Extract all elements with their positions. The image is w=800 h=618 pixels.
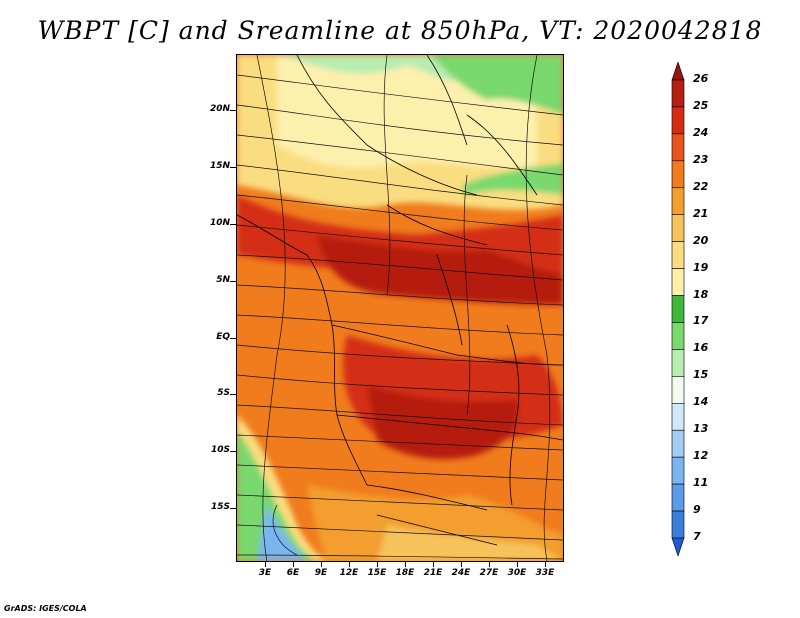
colorbar-arrow-top (671, 62, 685, 81)
grads-credit: GrADS: IGES/COLA (4, 604, 87, 613)
y-label-5s: 5S (217, 388, 230, 398)
y-label-10n: 10N (209, 218, 230, 228)
x-tick (265, 562, 266, 567)
colorbar-bin (671, 376, 685, 404)
x-label-6e: 6E (286, 568, 300, 578)
colorbar-bin (671, 510, 685, 539)
east-green-patch (463, 163, 563, 195)
x-tick (377, 562, 378, 567)
x-tick (349, 562, 350, 567)
x-tick (405, 562, 406, 567)
colorbar-bin (671, 133, 685, 162)
colorbar-bin (671, 402, 685, 431)
x-tick (517, 562, 518, 567)
colorbar-label: 26 (693, 72, 709, 85)
y-tick (230, 167, 236, 168)
southwest-green (237, 430, 317, 561)
colorbar-label: 13 (693, 422, 709, 436)
x-label-18e: 18E (395, 568, 415, 578)
colorbar-label: 14 (693, 395, 709, 409)
x-label-27e: 27E (479, 568, 499, 578)
colorbar-label: 24 (693, 125, 709, 139)
y-tick (230, 110, 236, 111)
y-label-10s: 10S (210, 445, 230, 455)
y-label-eq: EQ (216, 332, 230, 342)
y-tick (230, 281, 236, 282)
y-label-15n: 15N (209, 161, 230, 171)
y-tick (230, 224, 236, 225)
colorbar-label: 20 (693, 233, 709, 247)
x-label-3e: 3E (258, 568, 272, 578)
colorbar-bin (671, 79, 685, 108)
colorbar-label: 7 (693, 530, 701, 543)
colorbar-label: 15 (693, 368, 709, 382)
streamlines (237, 55, 563, 561)
x-tick (321, 562, 322, 567)
x-tick (489, 562, 490, 567)
colorbar-arrow-bottom (671, 537, 685, 556)
colorbar-label: 22 (693, 179, 709, 193)
colorbar-label: 17 (693, 314, 709, 328)
colorbar-bin (671, 187, 685, 216)
colorbar-label: 16 (693, 341, 709, 355)
x-tick (461, 562, 462, 567)
y-label-20n: 20N (209, 104, 230, 114)
colorbar-bin (671, 456, 685, 485)
x-label-9e: 9E (314, 568, 328, 578)
x-label-24e: 24E (451, 568, 471, 578)
colorbar-bin (671, 483, 685, 512)
colorbar-bin (671, 241, 685, 269)
colorbar-label: 18 (693, 287, 709, 301)
x-label-30e: 30E (507, 568, 527, 578)
colorbar-bin (671, 429, 685, 458)
x-label-21e: 21E (423, 568, 443, 578)
x-tick (293, 562, 294, 567)
colorbar-label: 12 (693, 449, 709, 463)
colorbar-bin (671, 322, 685, 350)
colorbar-label: 9 (693, 503, 701, 517)
colorbar-label: 25 (693, 98, 709, 112)
x-tick (433, 562, 434, 567)
x-tick (545, 562, 546, 567)
x-label-12e: 12E (339, 568, 359, 578)
colorbar-label: 19 (693, 260, 709, 274)
colorbar-bin (671, 268, 685, 296)
colorbar-bin (671, 106, 685, 135)
wbpt-field (237, 55, 563, 561)
colorbar-bin (671, 214, 685, 242)
north-green-patch (277, 55, 477, 81)
congo-deep-core (367, 385, 518, 460)
southwest-cool-blue (257, 505, 307, 561)
y-tick (230, 394, 236, 395)
colorbar-label: 23 (693, 152, 709, 166)
colorbar (671, 62, 685, 556)
colorbar-bin (671, 349, 685, 377)
y-tick (230, 338, 236, 339)
colorbar-label: 21 (693, 206, 709, 220)
colorbar-bin (671, 295, 685, 323)
map-plot-area (236, 54, 564, 562)
y-tick (230, 451, 236, 452)
y-label-5n: 5N (216, 275, 230, 285)
x-label-33e: 33E (535, 568, 555, 578)
south-pale-zone (377, 525, 563, 561)
y-label-15s: 15S (210, 502, 230, 512)
colorbar-bin (671, 160, 685, 189)
chart-title: WBPT [C] and Sreamline at 850hPa, VT: 20… (37, 16, 763, 45)
y-tick (230, 508, 236, 509)
colorbar-label: 11 (693, 476, 709, 490)
x-label-15e: 15E (367, 568, 387, 578)
